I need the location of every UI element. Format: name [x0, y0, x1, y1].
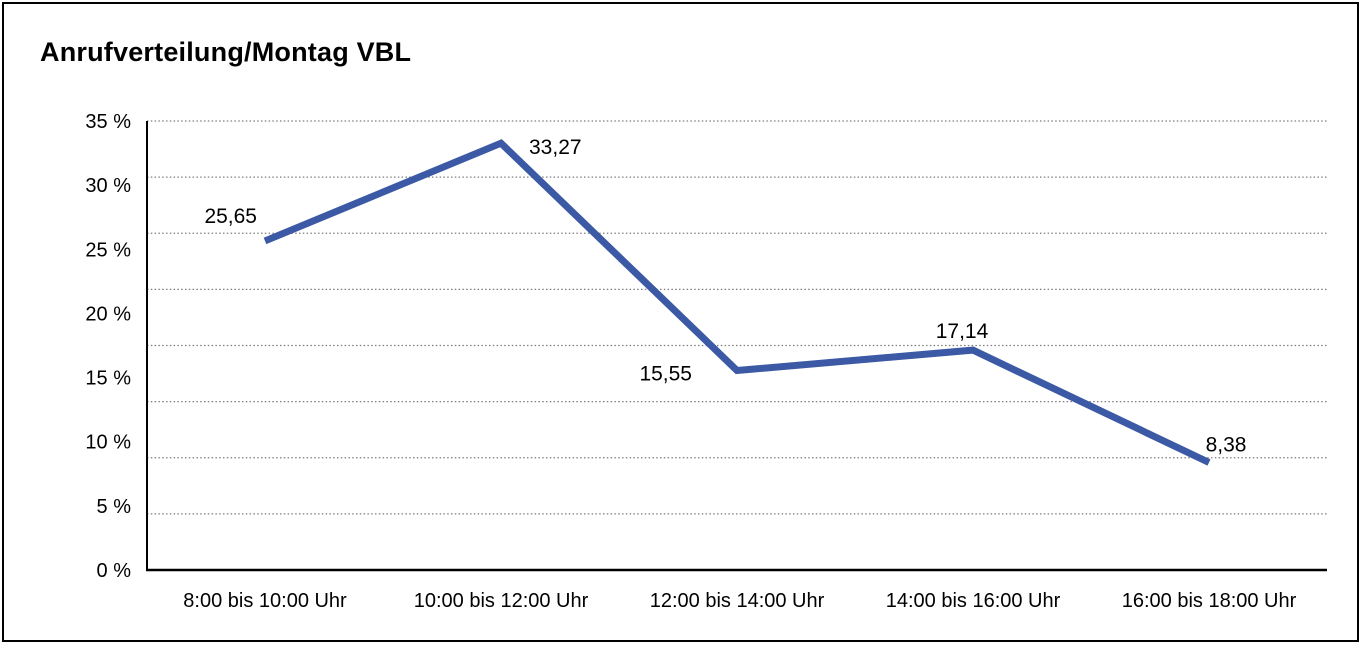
line-chart: 0 % 5 % 10 % 15 % 20 % 25 % 30 % 35 % 8:00 bis 1… [85, 111, 1327, 612]
data-label: 25,65 [204, 205, 257, 228]
y-tick-label: 0 % [97, 560, 132, 582]
y-tick-label: 30 % [85, 175, 131, 197]
y-tick-label: 25 % [85, 239, 131, 261]
data-label: 17,14 [936, 320, 989, 343]
y-tick-label: 35 % [85, 111, 131, 133]
x-category-label: 10:00 bis 12:00 Uhr [414, 590, 589, 612]
chart-title: Anrufverteilung/Montag VBL [40, 37, 412, 67]
y-tick-label: 20 % [85, 303, 131, 325]
y-tick-label: 15 % [85, 368, 131, 390]
data-label: 33,27 [529, 136, 582, 159]
y-tick-label: 5 % [97, 496, 132, 518]
x-category-label: 16:00 bis 18:00 Uhr [1122, 590, 1297, 612]
data-label: 15,55 [639, 363, 692, 386]
x-category-label: 14:00 bis 16:00 Uhr [886, 590, 1061, 612]
x-category-label: 12:00 bis 14:00 Uhr [650, 590, 825, 612]
series-line [263, 139, 1211, 466]
x-category-label: 8:00 bis 10:00 Uhr [183, 590, 347, 612]
y-tick-label: 10 % [85, 432, 131, 454]
data-label: 8,38 [1206, 433, 1247, 456]
